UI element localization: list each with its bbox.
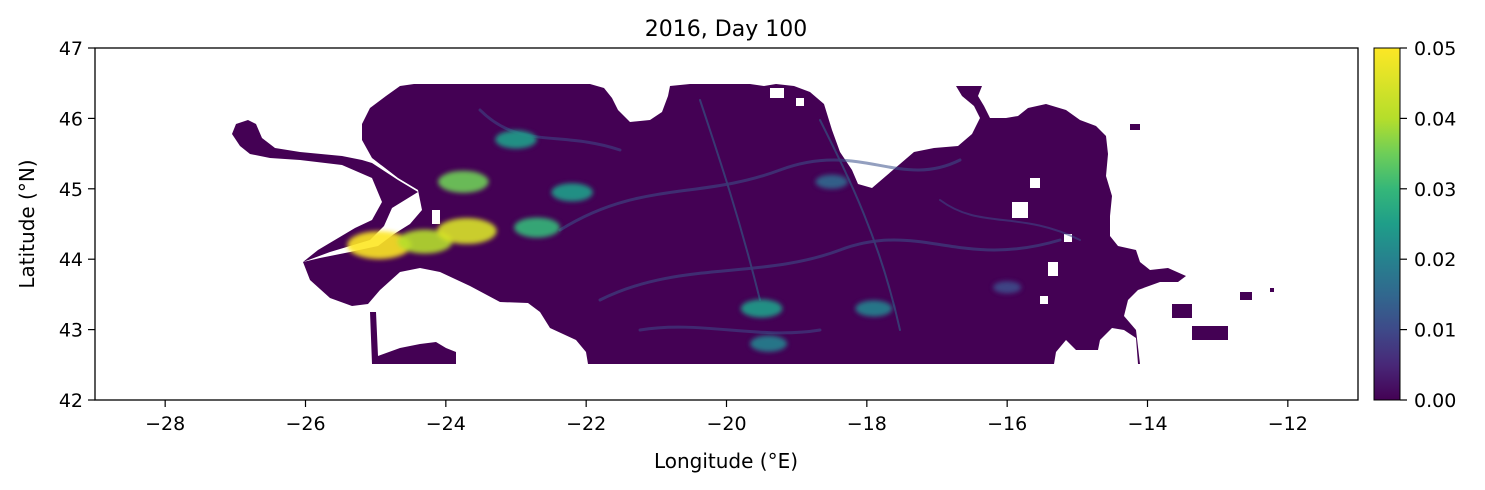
- colorbar-tick-label: 0.04: [1414, 108, 1456, 130]
- field-hotspot: [993, 281, 1022, 294]
- mask-hole-7: [796, 98, 804, 106]
- field-sw-patch: [370, 312, 456, 364]
- x-tick-label: −20: [706, 413, 746, 435]
- mask-hole-3: [1048, 262, 1058, 276]
- y-tick-label: 42: [59, 390, 83, 412]
- field-hotspot: [815, 174, 849, 189]
- field-streak: [699, 99, 761, 301]
- mask-hole-5: [1040, 296, 1048, 304]
- x-tick-label: −14: [1127, 413, 1167, 435]
- x-tick-label: −12: [1268, 413, 1308, 435]
- field-east-fragment-5: [1270, 288, 1274, 292]
- y-tick-label: 43: [59, 320, 83, 342]
- colorbar-tick-label: 0.01: [1414, 320, 1456, 342]
- colorbar-axis: 0.00 0.01 0.02 0.03 0.04 0.05: [1400, 38, 1456, 412]
- field-main-body: [232, 120, 418, 262]
- x-tick-label: −28: [145, 413, 185, 435]
- field-streak: [478, 108, 622, 152]
- field-hotspot: [750, 335, 788, 352]
- field-streak: [558, 158, 962, 232]
- field-hotspot: [397, 229, 453, 254]
- field-streak: [598, 238, 1062, 302]
- field-streak: [939, 199, 1081, 241]
- field-east-fragment-1: [1192, 326, 1228, 340]
- field-east-fragment-2: [1172, 304, 1192, 318]
- heatmap-field: [232, 84, 1274, 364]
- field-hotspot: [551, 183, 593, 202]
- chart-title: 2016, Day 100: [645, 17, 807, 42]
- x-axis: −28 −26 −24 −22 −20 −18 −16 −14 −12: [145, 400, 1308, 435]
- y-tick-label: 47: [59, 38, 83, 60]
- mask-hole-2: [1030, 178, 1040, 188]
- colorbar-tick-label: 0.00: [1414, 390, 1456, 412]
- mask-hole-8: [432, 210, 440, 224]
- colorbar-tick-label: 0.02: [1414, 249, 1456, 271]
- y-axis: 42 43 44 45 46 47: [59, 38, 95, 412]
- field-hotspot: [347, 231, 412, 260]
- field-streaks: [478, 99, 1081, 335]
- field-hotspot: [437, 218, 497, 245]
- x-axis-label: Longitude (°E): [654, 449, 798, 473]
- x-tick-label: −18: [847, 413, 887, 435]
- x-tick-label: −16: [987, 413, 1027, 435]
- colorbar-tick-label: 0.03: [1414, 179, 1456, 201]
- mask-hole-4: [1064, 234, 1072, 242]
- field-hotspot: [855, 300, 893, 317]
- field-hotspot: [740, 299, 783, 318]
- y-tick-label: 45: [59, 179, 83, 201]
- field-streak: [819, 119, 901, 331]
- field-hotspot: [438, 170, 489, 193]
- field-east-fragment-4: [1130, 124, 1140, 130]
- field-hotspots: [347, 130, 1022, 352]
- colorbar-tick-label: 0.05: [1414, 38, 1456, 60]
- field-streak: [638, 325, 822, 335]
- y-tick-label: 44: [59, 249, 83, 271]
- field-hotspot: [514, 217, 561, 238]
- y-axis-label: Latitude (°N): [15, 159, 39, 288]
- mask-hole-1: [1012, 202, 1028, 218]
- mask-hole-6: [770, 88, 784, 98]
- field-hotspot: [495, 130, 537, 149]
- x-tick-label: −26: [285, 413, 325, 435]
- colorbar: [1373, 47, 1401, 401]
- field-east-fragment-3: [1240, 292, 1252, 300]
- x-tick-label: −24: [426, 413, 466, 435]
- field-main-region: [303, 84, 1186, 364]
- y-tick-label: 46: [59, 108, 83, 130]
- x-tick-label: −22: [566, 413, 606, 435]
